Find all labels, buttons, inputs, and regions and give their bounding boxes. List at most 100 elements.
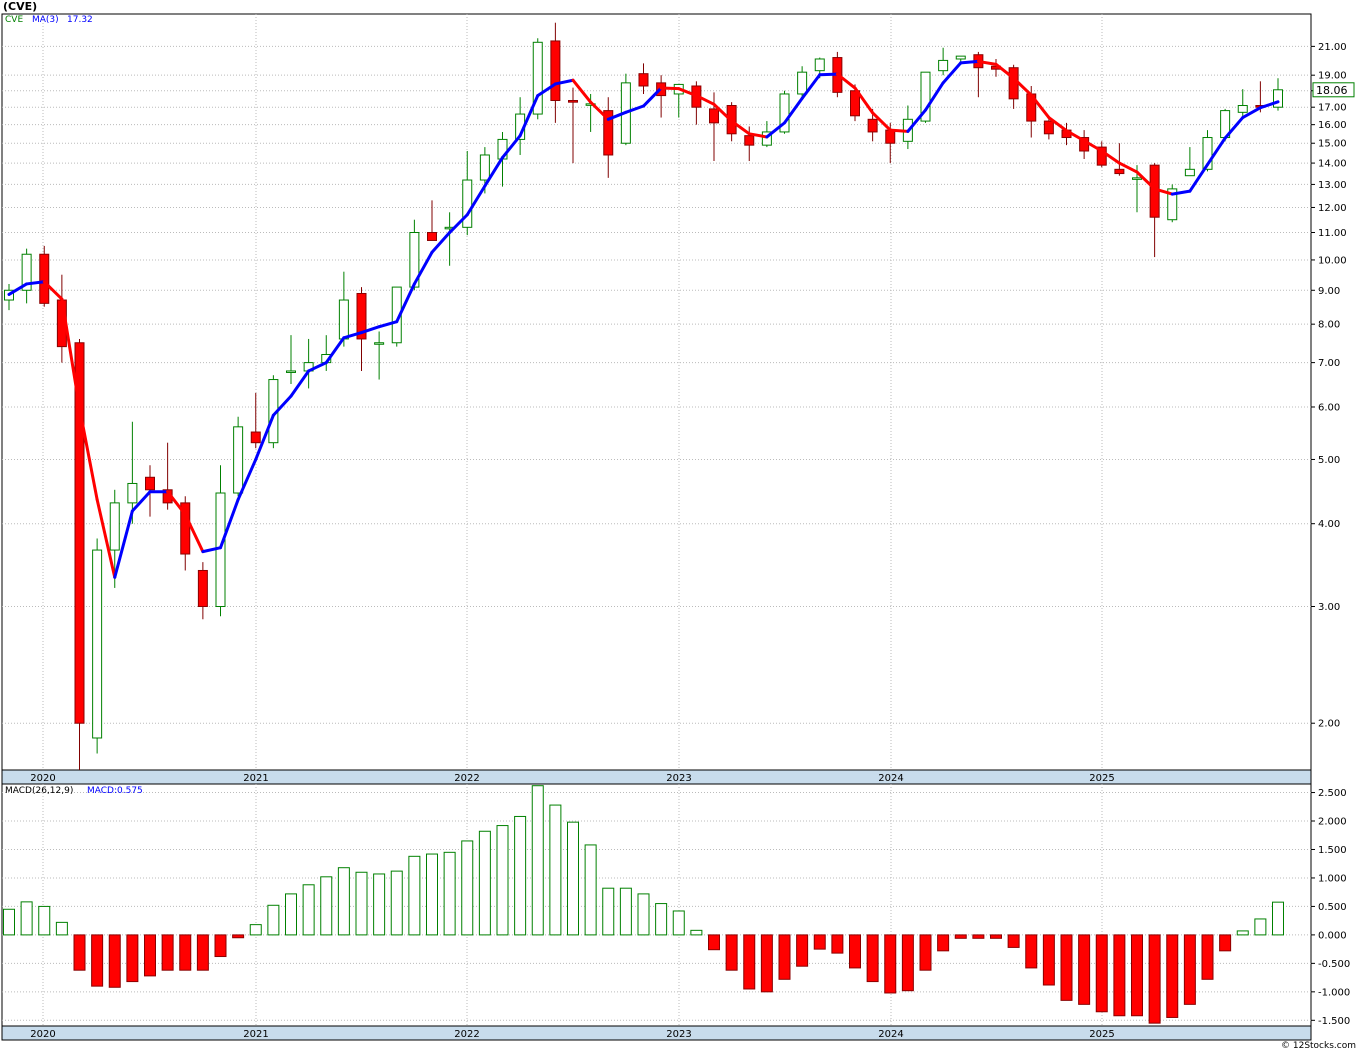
macd-bar xyxy=(1148,934,1161,1024)
ma-line-segment xyxy=(342,331,363,340)
macd-bar xyxy=(514,815,527,936)
macd-bar xyxy=(373,873,386,936)
x-tick-label: 2025 xyxy=(1089,1029,1114,1040)
ma-line-segment xyxy=(1258,100,1280,110)
x-tick-label: 2025 xyxy=(1089,773,1114,784)
macd-bar xyxy=(20,901,33,936)
price-y-tick-label: 21.00 xyxy=(1318,42,1347,53)
candle-body xyxy=(250,431,261,444)
macd-bar xyxy=(1254,918,1267,936)
macd-bar xyxy=(161,934,174,971)
ma-line-segment xyxy=(589,100,610,121)
x-tick-label: 2021 xyxy=(243,773,268,784)
price-panel xyxy=(1,13,1312,771)
ma-line-segment xyxy=(871,111,892,132)
candle-body xyxy=(1096,146,1107,166)
candle-body xyxy=(1132,177,1142,180)
price-y-tick-label: 14.00 xyxy=(1318,159,1347,170)
macd-bar xyxy=(760,934,773,993)
macd-bar xyxy=(1042,934,1055,986)
ma-line-segment xyxy=(7,282,29,296)
macd-bar xyxy=(108,934,121,988)
ma-line-segment xyxy=(201,546,222,554)
macd-bar xyxy=(884,934,897,994)
price-y-tick-label: 15.00 xyxy=(1318,139,1347,150)
ma-line-segment xyxy=(1100,149,1121,165)
ma-line-segment xyxy=(518,94,540,138)
macd-bar xyxy=(214,934,227,958)
macd-bar xyxy=(954,934,967,939)
macd-bar xyxy=(1201,934,1214,980)
ma-line-segment xyxy=(694,94,716,106)
candle-body xyxy=(814,58,825,72)
price-y-tick-label: 10.00 xyxy=(1318,255,1347,266)
macd-bar xyxy=(637,893,650,936)
ma-line-segment xyxy=(783,96,804,125)
macd-bar xyxy=(584,844,597,936)
macd-bar xyxy=(531,785,544,936)
candle-body xyxy=(885,129,896,144)
ma-line-segment xyxy=(906,108,927,133)
macd-bar xyxy=(55,921,68,936)
last-price-tag-text: 18.06 xyxy=(1316,84,1348,97)
macd-bar xyxy=(901,934,914,992)
ma-line-segment xyxy=(1188,163,1209,193)
candle-body xyxy=(39,253,50,304)
price-y-tick-label: 11.00 xyxy=(1318,228,1347,239)
macd-bar xyxy=(1060,934,1073,1001)
ma-line-segment xyxy=(1082,139,1104,153)
macd-bar xyxy=(478,830,491,936)
macd-bar xyxy=(496,825,509,936)
candle-body xyxy=(1167,188,1178,221)
macd-bar xyxy=(937,934,950,952)
ma-line-segment xyxy=(571,78,593,104)
macd-bar xyxy=(1183,934,1196,1005)
ma-line-segment xyxy=(712,102,734,123)
candle-body xyxy=(1237,105,1248,113)
x-tick-label: 2022 xyxy=(454,1029,479,1040)
ma-line-segment xyxy=(412,250,434,286)
ma-line-segment xyxy=(888,128,910,133)
macd-y-tick-label: -1.000 xyxy=(1318,987,1350,998)
ma-line-segment xyxy=(835,72,857,90)
macd-bar xyxy=(708,934,720,951)
ma-line-segment xyxy=(747,132,769,139)
macd-bar xyxy=(426,853,438,936)
candle-body xyxy=(532,41,543,115)
ma-line-segment xyxy=(1241,106,1262,120)
candle-body xyxy=(955,55,966,60)
ma-line-segment xyxy=(183,512,205,554)
ma-line-segment xyxy=(395,282,416,324)
ma-line-segment xyxy=(60,297,81,410)
macd-y-tick-label: 2.500 xyxy=(1318,788,1347,799)
candle-body xyxy=(127,482,138,504)
candle-body xyxy=(550,40,561,102)
candle-body xyxy=(479,154,490,181)
ma-line-segment xyxy=(1153,187,1174,196)
macd-y-tick-label: 1.000 xyxy=(1318,873,1347,884)
macd-bar xyxy=(655,903,668,936)
ma-line-segment xyxy=(25,280,46,286)
macd-bar xyxy=(196,934,209,971)
macd-bar xyxy=(672,910,685,936)
candle-body xyxy=(374,342,385,345)
candle-body xyxy=(1043,120,1054,135)
ma-line-segment xyxy=(289,369,311,398)
macd-bar xyxy=(302,884,315,936)
macd-bar xyxy=(390,870,403,936)
macd-bar xyxy=(1166,934,1179,1018)
ma-line-segment xyxy=(1047,116,1068,133)
price-y-tick-label: 7.00 xyxy=(1318,358,1340,369)
last-price-tag xyxy=(1312,82,1355,98)
macd-bar xyxy=(73,934,86,971)
ma-line-segment xyxy=(1170,189,1192,196)
ma-line-segment xyxy=(818,72,839,77)
candle-body xyxy=(427,232,437,241)
ma-line-segment xyxy=(994,62,1016,80)
x-tick-label: 2021 xyxy=(243,1029,268,1040)
macd-bar xyxy=(249,924,262,936)
ma-line-segment xyxy=(430,231,452,254)
ma-line-segment xyxy=(1117,161,1139,174)
macd-bar xyxy=(285,893,297,936)
macd-bar xyxy=(232,934,245,939)
